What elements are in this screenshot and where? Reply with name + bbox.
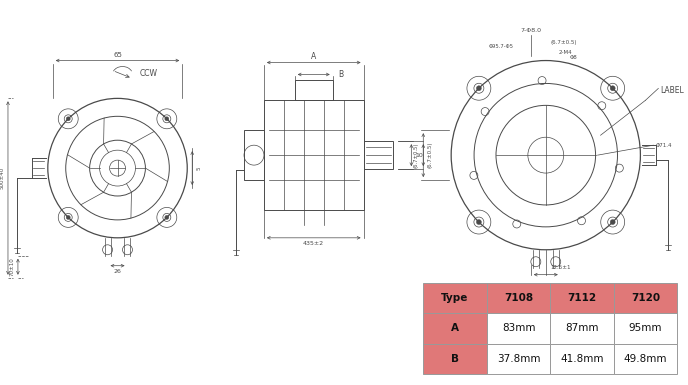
Bar [550,283,614,313]
Circle shape [610,86,615,91]
Text: (6.7±0.5): (6.7±0.5) [413,142,418,168]
Bar [487,313,550,344]
Text: 435±2: 435±2 [303,241,324,246]
Text: 70±10: 70±10 [10,257,15,276]
Text: 500±40: 500±40 [0,167,5,189]
Text: Φ95.7-Φ5: Φ95.7-Φ5 [488,44,513,49]
Bar [423,313,487,344]
Text: 7108: 7108 [504,293,533,303]
Text: 7-Φ8.0: 7-Φ8.0 [520,28,541,33]
Circle shape [66,215,70,219]
Bar [423,283,487,313]
Text: CCW: CCW [140,69,158,78]
Text: A: A [451,323,459,333]
Circle shape [476,86,482,91]
Bar [614,283,677,313]
Bar [614,313,677,344]
Text: B: B [338,70,344,79]
Text: 65: 65 [113,52,122,58]
Bar [487,283,550,313]
Text: 12.5±1: 12.5±1 [551,265,571,270]
Bar [363,141,394,169]
Text: 10: 10 [416,152,423,157]
Text: (6.7±0.5): (6.7±0.5) [550,40,577,45]
Text: 87mm: 87mm [566,323,599,333]
Bar [264,100,363,210]
Text: Φ71.4: Φ71.4 [656,143,672,148]
Bar [294,80,333,100]
Text: 7120: 7120 [631,293,660,303]
Text: 26: 26 [114,269,122,274]
Text: (6.7±0.5): (6.7±0.5) [427,142,432,168]
Circle shape [610,219,615,224]
Text: 2-M4: 2-M4 [559,50,572,55]
Text: B: B [451,354,459,364]
Text: A: A [311,52,316,61]
Bar [244,130,264,180]
Bar [614,344,677,374]
Text: 5: 5 [196,166,201,170]
Bar [550,344,614,374]
Text: 83mm: 83mm [502,323,535,333]
Bar [423,344,487,374]
Bar [487,344,550,374]
Text: 37.8mm: 37.8mm [497,354,540,364]
Text: 7112: 7112 [568,293,596,303]
Bar [550,313,614,344]
Text: 41.8mm: 41.8mm [560,354,604,364]
Circle shape [165,117,169,121]
Text: Φ8: Φ8 [570,55,577,60]
Text: Type: Type [441,293,469,303]
Text: LABEL: LABEL [660,86,684,95]
Text: 49.8mm: 49.8mm [624,354,667,364]
Circle shape [476,219,482,224]
Circle shape [165,215,169,219]
Text: 95mm: 95mm [629,323,663,333]
Circle shape [66,117,70,121]
